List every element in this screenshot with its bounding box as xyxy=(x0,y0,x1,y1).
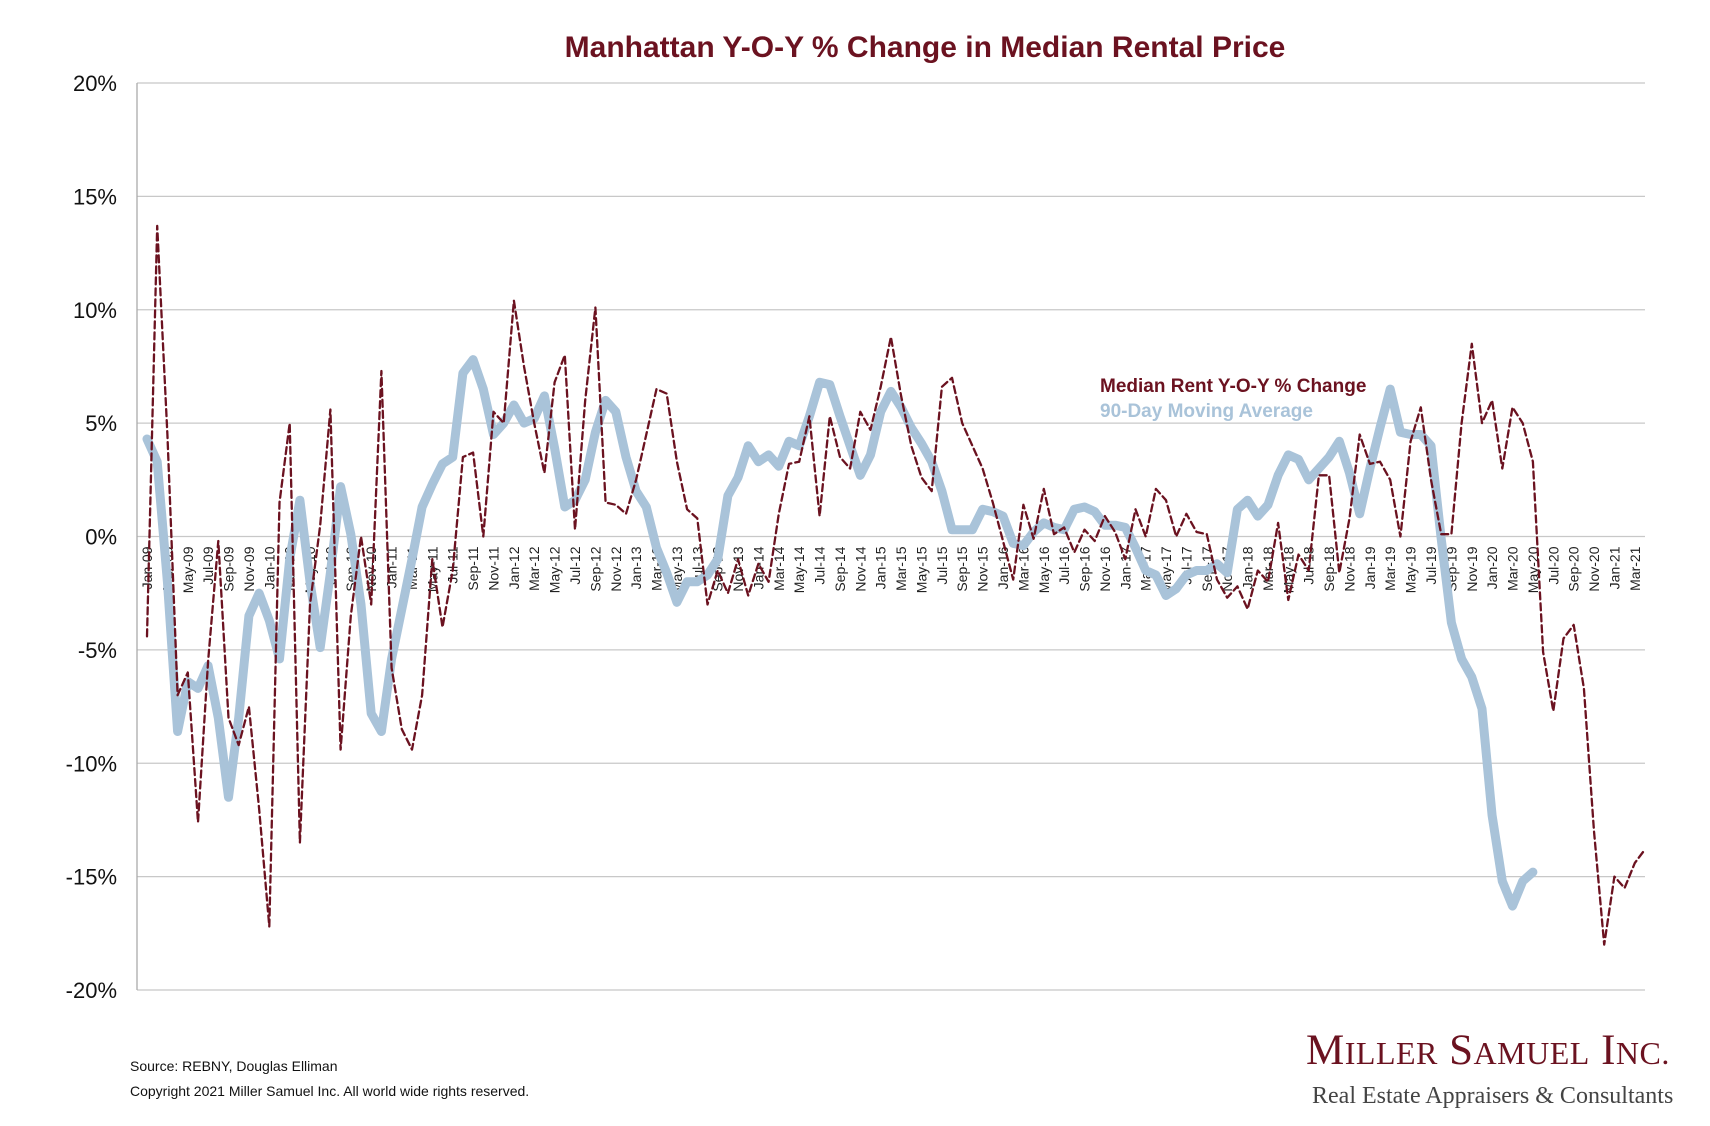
y-tick-label: 20% xyxy=(73,71,117,96)
x-tick-label: Mar-16 xyxy=(1015,546,1031,591)
x-tick-label: Nov-14 xyxy=(852,546,868,591)
copyright-note: Copyright 2021 Miller Samuel Inc. All wo… xyxy=(130,1083,530,1099)
x-tick-label: Nov-13 xyxy=(730,546,746,591)
x-tick-label: Nov-12 xyxy=(608,546,624,591)
x-tick-label: Jan-12 xyxy=(506,546,522,589)
x-tick-label: Jul-19 xyxy=(1423,546,1439,584)
x-tick-label: May-19 xyxy=(1403,546,1419,593)
x-tick-label: Jan-17 xyxy=(1117,546,1133,589)
y-tick-label: 10% xyxy=(73,298,117,323)
x-tick-label: Nov-16 xyxy=(1097,546,1113,591)
x-tick-label: Nov-11 xyxy=(485,546,501,590)
company-tagline: Real Estate Appraisers & Consultants xyxy=(1312,1083,1674,1109)
x-tick-label: May-14 xyxy=(791,546,807,593)
x-tick-label: Mar-14 xyxy=(771,546,787,591)
series-median-rent-line xyxy=(145,224,1647,946)
series-moving-average-line xyxy=(142,355,1538,911)
x-tick-label: Jan-18 xyxy=(1240,546,1256,589)
x-tick-label: Sep-20 xyxy=(1566,546,1582,591)
x-tick-label: Jul-09 xyxy=(200,546,216,584)
x-tick-label: Sep-16 xyxy=(1077,546,1093,591)
x-tick-label: Sep-14 xyxy=(832,546,848,591)
x-tick-label: Nov-19 xyxy=(1464,546,1480,591)
y-tick-label: -5% xyxy=(78,638,117,663)
y-tick-label: -20% xyxy=(66,978,117,1003)
x-tick-label: Mar-15 xyxy=(893,546,909,591)
x-tick-label: Mar-20 xyxy=(1505,546,1521,591)
chart-title: Manhattan Y-O-Y % Change in Median Renta… xyxy=(565,31,1286,64)
x-tick-label: Jan-21 xyxy=(1606,546,1622,589)
x-tick-label: Jan-11 xyxy=(384,546,400,588)
x-tick-label: Jan-14 xyxy=(750,546,766,589)
legend: Median Rent Y-O-Y % Change 90-Day Moving … xyxy=(1100,376,1366,422)
x-tick-label: May-15 xyxy=(913,546,929,593)
x-tick-label: Sep-11 xyxy=(465,546,481,590)
x-tick-label: Jan-10 xyxy=(261,546,277,589)
x-tick-label: Sep-09 xyxy=(221,546,237,591)
x-tick-label: Jan-09 xyxy=(139,546,155,589)
legend-entry: 90-Day Moving Average xyxy=(1100,401,1313,422)
x-tick-label: Mar-12 xyxy=(526,546,542,591)
x-tick-label: Mar-19 xyxy=(1382,546,1398,591)
legend-entry: Median Rent Y-O-Y % Change xyxy=(1100,376,1366,397)
x-tick-label: Jan-13 xyxy=(628,546,644,589)
x-tick-label: Jan-16 xyxy=(995,546,1011,589)
x-tick-label: Jan-20 xyxy=(1484,546,1500,589)
x-tick-label: Jul-15 xyxy=(934,546,950,584)
x-tick-label: Jan-19 xyxy=(1362,546,1378,589)
y-tick-label: 0% xyxy=(85,525,117,550)
x-tick-label: Nov-15 xyxy=(975,546,991,591)
x-tick-label: Jul-16 xyxy=(1056,546,1072,584)
x-tick-label: Jul-12 xyxy=(567,546,583,584)
y-tick-label: -10% xyxy=(66,751,117,776)
y-tick-label: -15% xyxy=(66,865,117,890)
x-tick-label: May-12 xyxy=(547,546,563,593)
x-tick-label: Sep-12 xyxy=(587,546,603,591)
x-tick-label: Jan-15 xyxy=(873,546,889,589)
y-tick-label: 5% xyxy=(85,411,117,436)
x-tick-label: Jul-20 xyxy=(1545,546,1561,584)
company-logo: MILLER SAMUEL INC. xyxy=(1306,1027,1670,1074)
x-tick-label: Nov-20 xyxy=(1586,546,1602,591)
x-tick-label: May-09 xyxy=(180,546,196,593)
x-tick-label: Nov-18 xyxy=(1341,546,1357,591)
x-tick-label: Sep-18 xyxy=(1321,546,1337,591)
source-note: Source: REBNY, Douglas Elliman xyxy=(130,1058,338,1074)
x-tick-label: Mar-21 xyxy=(1627,546,1643,591)
x-tick-label: Sep-15 xyxy=(954,546,970,591)
x-tick-label: Nov-10 xyxy=(363,546,379,591)
plot-area xyxy=(142,224,1647,946)
y-axis: 20% 15% 10% 5% 0% -5% -10% -15% -20% xyxy=(66,71,117,1003)
x-tick-label: May-20 xyxy=(1525,546,1541,593)
x-tick-label: Jul-14 xyxy=(812,546,828,584)
y-tick-label: 15% xyxy=(73,184,117,209)
x-tick-label: Nov-09 xyxy=(241,546,257,591)
x-tick-label: May-16 xyxy=(1036,546,1052,593)
grid xyxy=(136,82,1645,991)
